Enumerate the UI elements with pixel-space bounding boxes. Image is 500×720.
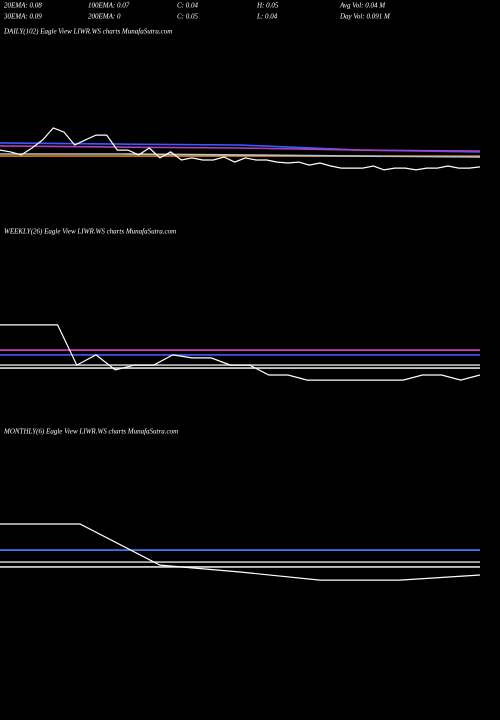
panel-title: DAILY(102) Eagle View LIWR.WS charts Mun…: [3, 28, 172, 36]
header-stat: H: 0.05: [256, 2, 279, 10]
panel-title: WEEKLY(26) Eagle View LIWR.WS charts Mun…: [4, 228, 176, 236]
header-stat: L: 0.04: [256, 13, 278, 21]
header-stat: 20EMA: 0.08: [4, 2, 42, 10]
price-line: [0, 523, 481, 581]
price-line: [0, 324, 481, 381]
header-stat: C: 0.05: [177, 13, 199, 21]
header-stat: Day Vol: 0.091 M: [339, 13, 391, 21]
panel-title: MONTHLY(6) Eagle View LIWR.WS charts Mun…: [3, 428, 178, 436]
header-stat: 200EMA: 0: [88, 13, 121, 21]
ema-line: [0, 153, 481, 158]
header-stat: Avg Vol: 0.04 M: [339, 2, 386, 10]
header-stat: 100EMA: 0.07: [88, 2, 130, 10]
ema-line: [0, 145, 481, 152]
header-stat: 30EMA: 0.09: [3, 13, 42, 21]
price-line: [0, 127, 481, 171]
header-stat: C: 0.04: [177, 2, 199, 10]
